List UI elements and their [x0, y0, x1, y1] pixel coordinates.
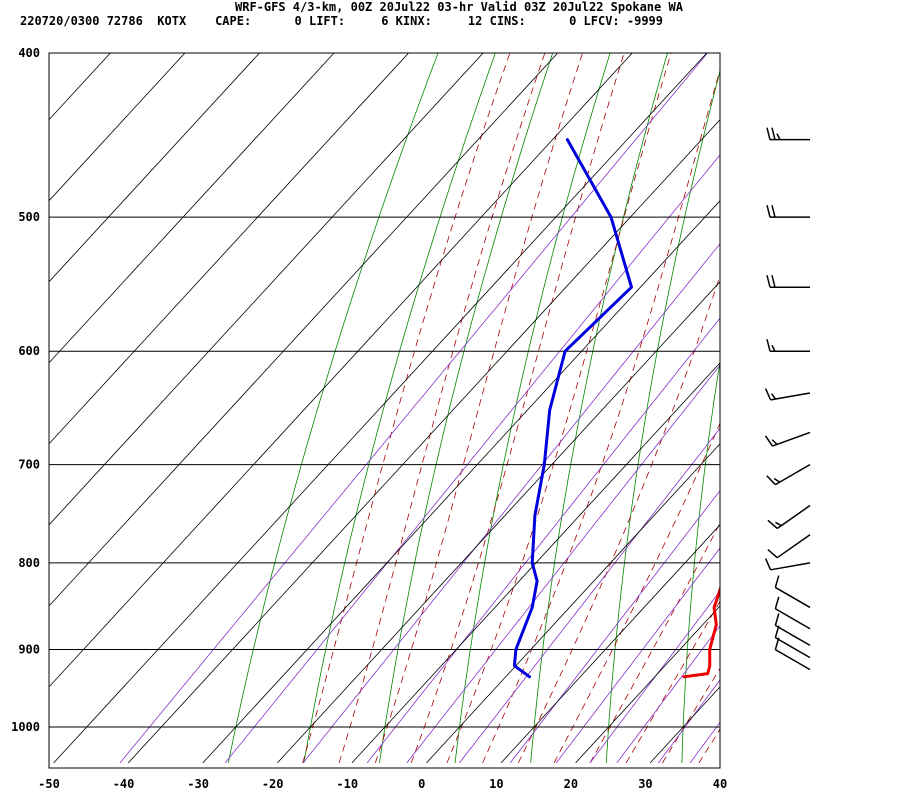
temperature-trace — [682, 585, 720, 679]
isotherm — [351, 362, 720, 764]
wind-barb — [766, 463, 811, 486]
isotherm — [575, 605, 720, 764]
moist-adiabat — [517, 274, 720, 764]
moist-adiabat — [625, 600, 720, 764]
moist-adiabat — [338, 53, 546, 764]
wind-barb — [764, 388, 811, 401]
dry-adiabat — [303, 53, 496, 763]
isotherm — [500, 524, 720, 764]
wind-barbs — [764, 127, 811, 671]
mixing-ratio-line — [459, 427, 720, 764]
isotherm — [725, 34, 900, 763]
temp-tick--20: -20 — [262, 777, 284, 791]
mixing-ratio-line — [658, 679, 720, 764]
profile-traces — [512, 138, 720, 679]
temp-tick-0: 0 — [418, 777, 425, 791]
moist-adiabat — [302, 53, 511, 764]
temp-tick--30: -30 — [187, 777, 209, 791]
temp-tick-10: 10 — [489, 777, 503, 791]
isotherm — [53, 53, 708, 764]
isotherm — [49, 53, 261, 283]
wind-barb — [767, 534, 811, 559]
isotherm — [49, 53, 559, 607]
wind-barb — [774, 596, 811, 630]
background-lines — [49, 34, 900, 764]
wind-barb — [767, 504, 811, 530]
moist-adiabat — [374, 53, 583, 764]
temp-tick--10: -10 — [336, 777, 358, 791]
temp-tick-30: 30 — [638, 777, 652, 791]
wind-barb — [774, 613, 811, 647]
wind-barb — [774, 637, 811, 671]
temp-tick-40: 40 — [713, 777, 727, 791]
isotherm — [277, 281, 720, 764]
mixing-ratio-line — [119, 53, 709, 764]
isotherm — [49, 53, 410, 445]
temp-tick--50: -50 — [38, 777, 60, 791]
isotherm — [426, 443, 720, 764]
wind-barb — [774, 625, 811, 659]
sounding-indices: 220720/0300 72786 KOTX CAPE: 0 LIFT: 6 K… — [20, 14, 663, 28]
isobars — [49, 52, 720, 728]
dry-adiabat — [832, 34, 900, 763]
isotherm — [127, 119, 720, 764]
temperature-tick-labels: -50 -40 -30 -20 -10 0 10 20 30 40 — [38, 777, 727, 791]
moist-adiabat — [698, 728, 720, 764]
mixing-ratio-line — [302, 243, 720, 764]
dewpoint-trace — [512, 138, 633, 679]
dry-adiabat — [227, 53, 439, 763]
mixing-ratio-line — [406, 364, 720, 764]
moist-adiabat — [589, 522, 720, 764]
pressure-tick-800: 800 — [18, 556, 40, 570]
pressure-tick-600: 600 — [18, 344, 40, 358]
plot-frame — [48, 52, 721, 769]
temp-tick--40: -40 — [113, 777, 135, 791]
dry-adiabat — [605, 69, 720, 763]
isotherm — [49, 53, 186, 202]
isotherm — [49, 53, 335, 364]
mixing-ratio-line — [616, 625, 720, 764]
isotherm — [202, 200, 720, 764]
isotherm — [49, 53, 633, 688]
moist-adiabat — [736, 34, 900, 763]
pressure-tick-labels: 400 500 600 700 800 900 1000 — [11, 46, 40, 734]
mixing-ratio-line — [689, 721, 720, 764]
wind-barb — [764, 558, 811, 571]
isotherm — [49, 53, 484, 526]
wind-barb — [766, 127, 810, 141]
pressure-tick-500: 500 — [18, 210, 40, 224]
dry-adiabat — [454, 53, 611, 763]
wind-barb — [766, 275, 810, 288]
temp-tick-20: 20 — [564, 777, 578, 791]
dry-adiabat — [379, 53, 554, 763]
moist-adiabat — [446, 53, 672, 764]
wind-barb — [766, 339, 810, 352]
wind-barb — [766, 204, 810, 218]
chart-title: WRF-GFS 4/3-km, 00Z 20Jul22 03-hr Valid … — [235, 0, 683, 14]
mixing-ratio-line — [589, 590, 720, 764]
dry-adiabat — [681, 359, 720, 763]
wind-barb — [764, 431, 811, 447]
pressure-tick-400: 400 — [18, 46, 40, 60]
mixing-ratio-line — [555, 547, 720, 764]
mixing-ratio-line — [509, 490, 720, 764]
wind-barb — [774, 575, 811, 609]
pressure-tick-1000: 1000 — [11, 720, 40, 734]
pressure-tick-900: 900 — [18, 642, 40, 656]
mixing-ratio-line — [366, 317, 720, 764]
pressure-tick-700: 700 — [18, 458, 40, 472]
